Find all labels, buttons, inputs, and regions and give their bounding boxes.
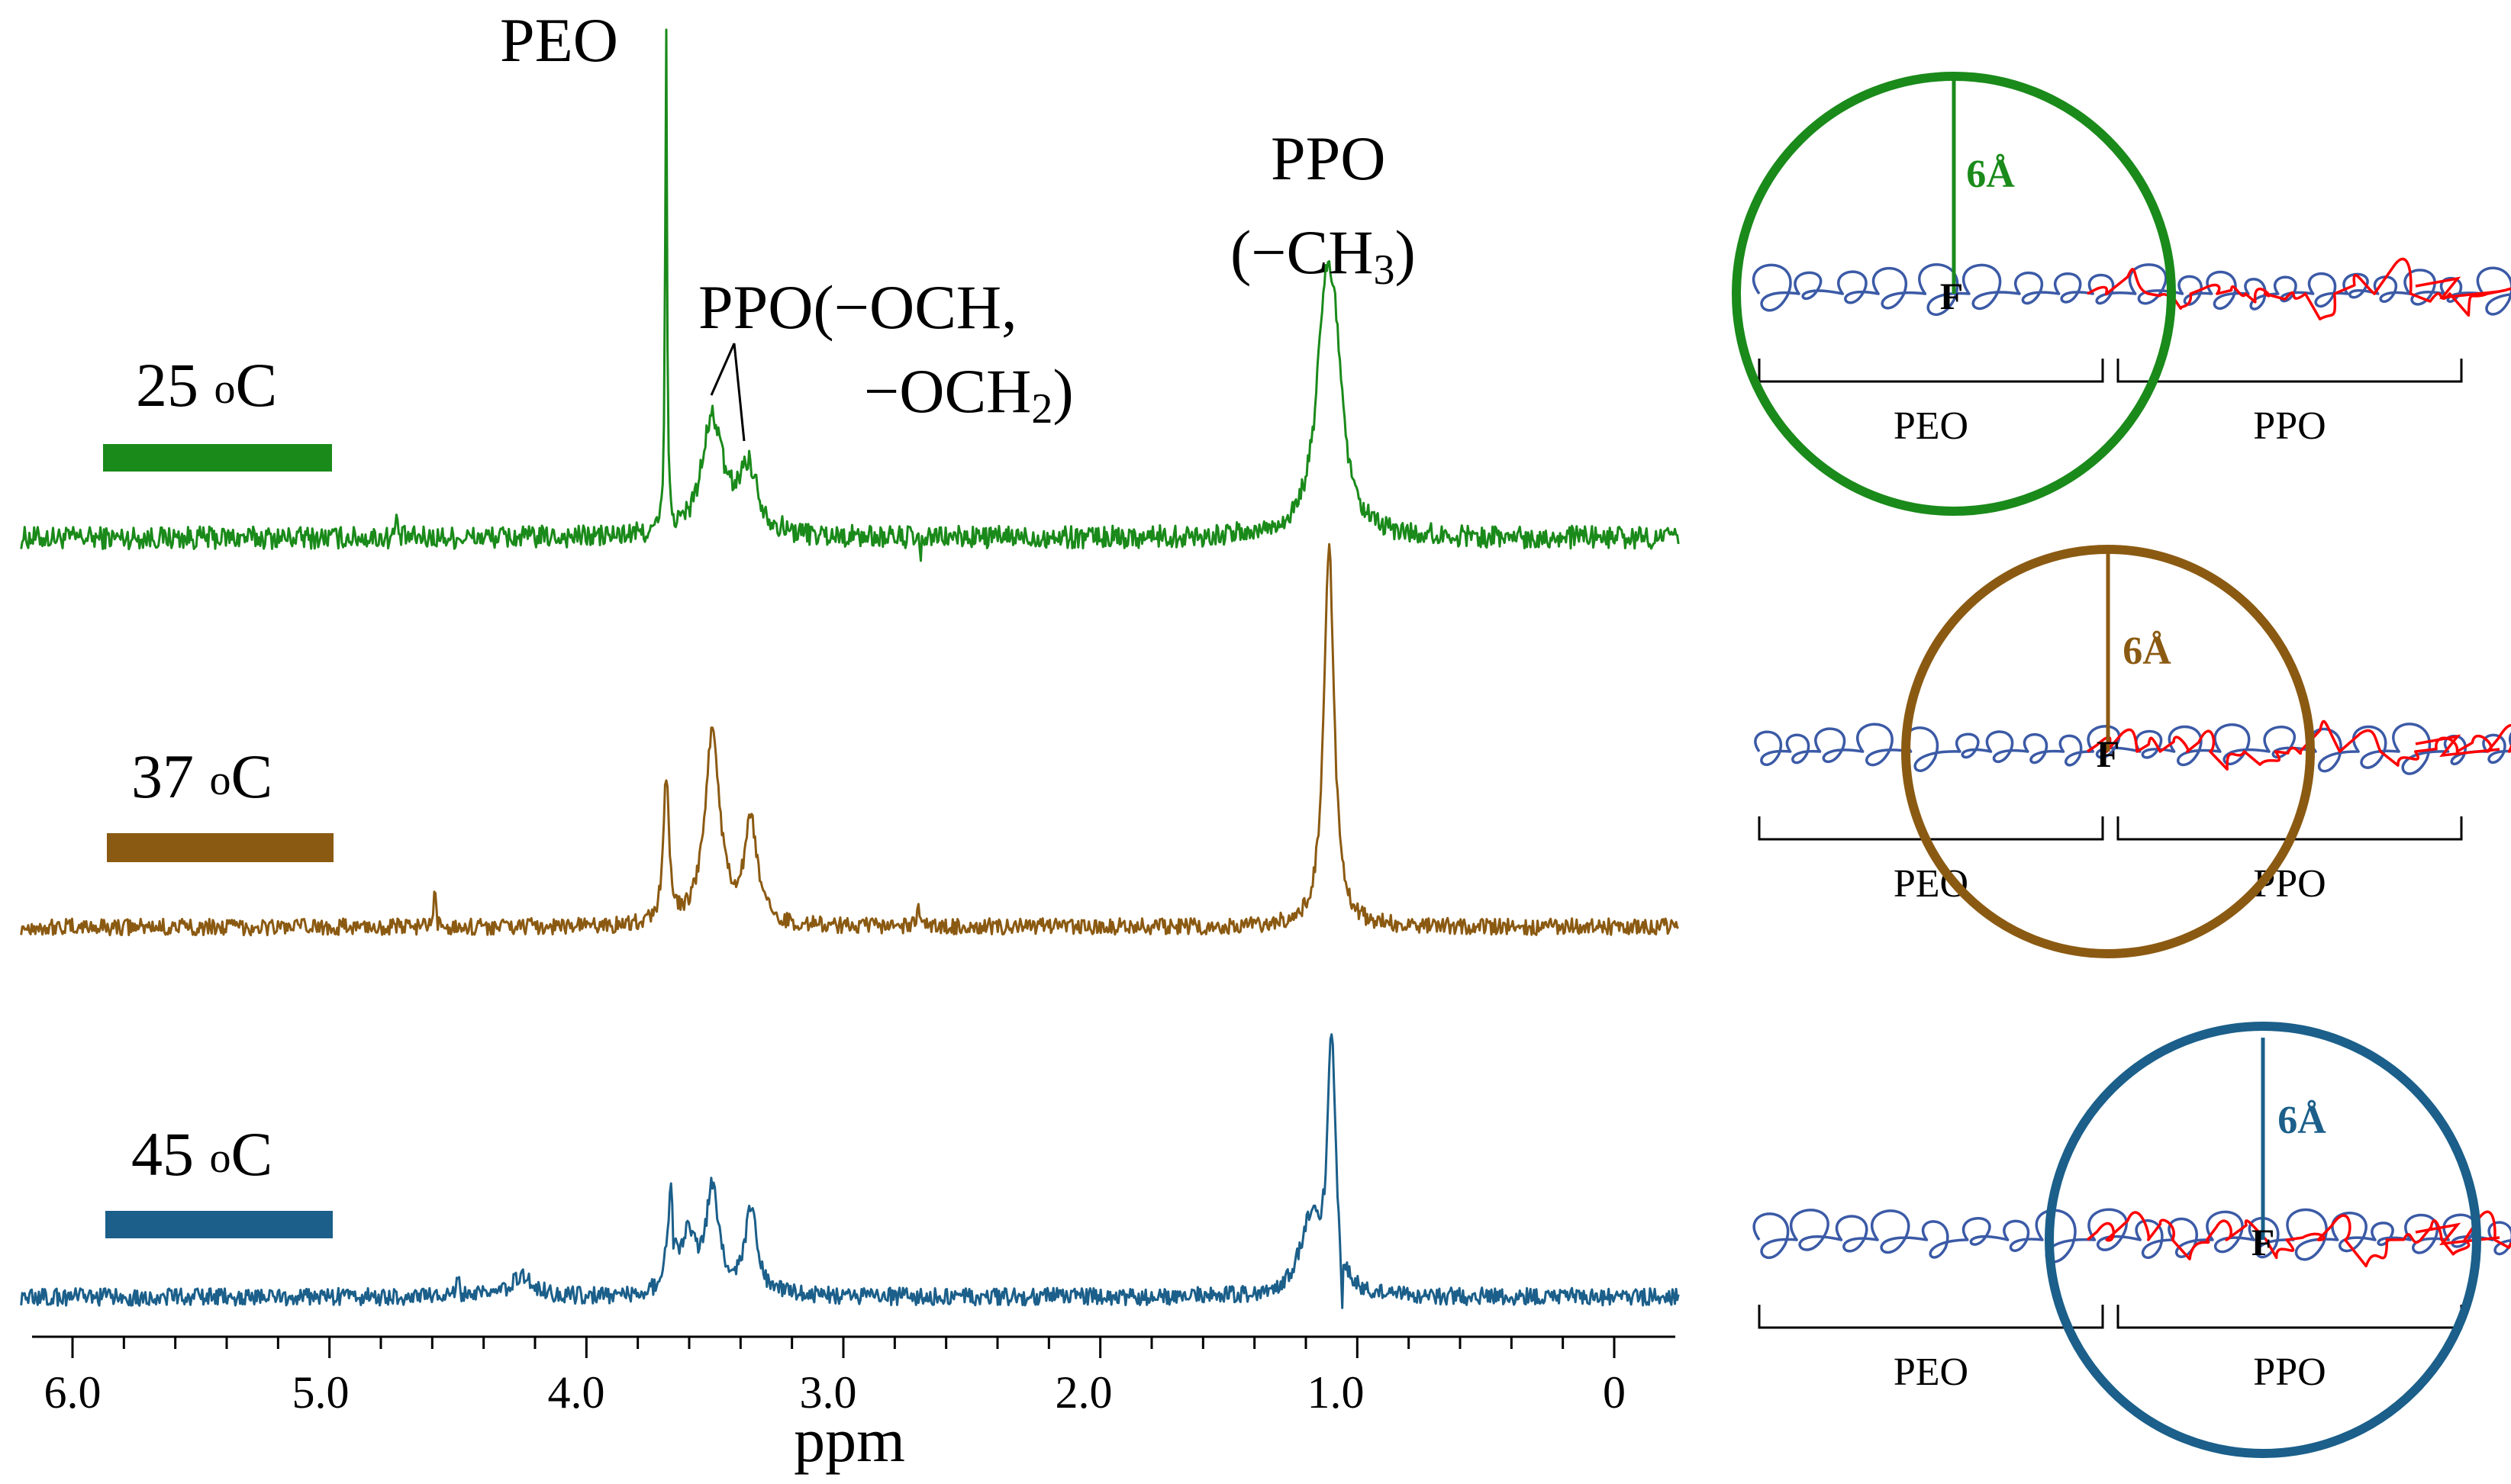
x-tick-label: 0 xyxy=(1603,1367,1626,1418)
peo-block-label: PEO xyxy=(1894,404,1968,448)
peo-chain xyxy=(1752,1208,2511,1263)
ppo-bracket xyxy=(2116,1305,2463,1329)
legend-bar-37c xyxy=(107,833,334,862)
legend-bar-25c xyxy=(103,444,332,472)
ppo-chain-end xyxy=(2415,276,2500,300)
ppo-chain xyxy=(2086,1210,2511,1268)
x-tick-label: 4.0 xyxy=(548,1367,605,1418)
peak-label-ppo-ch3-line1: PPO xyxy=(1271,124,1385,193)
x-axis-title: ppm xyxy=(794,1405,905,1475)
interaction-sphere xyxy=(2045,1022,2481,1458)
spectrum-trace-45c xyxy=(20,1033,1680,1309)
schematic-panel-25C: PEO PPO 6Å F xyxy=(1732,72,2511,516)
peak-pointer-och-right xyxy=(733,343,746,442)
peak-annotations: PEO PPO(−OCH, −OCH2) PPO (−CH3) xyxy=(500,5,1416,442)
x-tick-label: 3.0 xyxy=(800,1367,857,1418)
peo-bracket xyxy=(1758,1305,2104,1329)
spectrum-trace-25c xyxy=(20,28,1680,562)
legend: 25 oC 37 oC 45 oC xyxy=(103,350,334,1238)
spectra xyxy=(20,28,1680,1309)
legend-label-25c: 25 oC xyxy=(136,350,277,420)
peak-label-ppo-och-line1: PPO(−OCH, xyxy=(698,272,1017,342)
peak-label-ppo-och-line2: −OCH2) xyxy=(864,356,1074,433)
peak-pointer-och-left xyxy=(710,343,736,396)
x-tick-label: 6.0 xyxy=(44,1367,102,1418)
x-tick-label: 5.0 xyxy=(292,1367,350,1418)
ppo-block-label: PPO xyxy=(2253,404,2326,448)
ppo-bracket xyxy=(2116,359,2463,383)
peo-bracket xyxy=(1758,359,2104,383)
radius-label: 6Å xyxy=(2123,629,2171,673)
x-axis: 6.0 5.0 4.0 3.0 2.0 1.0 0 ppm xyxy=(32,1335,1675,1475)
ppo-chain-end xyxy=(2415,734,2500,758)
ppo-block-label: PPO xyxy=(2253,1350,2326,1394)
fluorine-atom-label: F xyxy=(2252,1221,2275,1263)
radius-label: 6Å xyxy=(1966,153,2015,196)
schematic-panel-45C: PEO PPO 6Å F xyxy=(1752,1022,2511,1458)
ppo-chain xyxy=(2087,257,2511,320)
ppo-chain-end xyxy=(2415,1222,2500,1246)
peak-label-peo: PEO xyxy=(500,5,618,75)
peak-label-ppo-ch3-line2: (−CH3) xyxy=(1230,217,1416,294)
fluorine-atom-label: F xyxy=(2097,732,2120,775)
legend-label-37c: 37 oC xyxy=(131,742,272,811)
x-axis-ticks xyxy=(71,1337,1616,1358)
x-tick-label: 1.0 xyxy=(1307,1367,1365,1418)
peo-bracket xyxy=(1758,816,2104,841)
interaction-sphere xyxy=(1901,545,2315,958)
spectrum-trace-37c xyxy=(20,542,1679,937)
peo-chain xyxy=(1752,263,2511,316)
legend-label-45c: 45 oC xyxy=(131,1119,272,1189)
radius-label: 6Å xyxy=(2277,1099,2326,1142)
legend-bar-45c xyxy=(105,1211,333,1238)
ppo-chain xyxy=(2087,719,2511,771)
fluorine-atom-label: F xyxy=(1940,275,1964,317)
x-tick-label: 2.0 xyxy=(1056,1367,1113,1418)
peo-chain xyxy=(1754,723,2511,775)
peo-block-label: PEO xyxy=(1894,1350,1968,1394)
